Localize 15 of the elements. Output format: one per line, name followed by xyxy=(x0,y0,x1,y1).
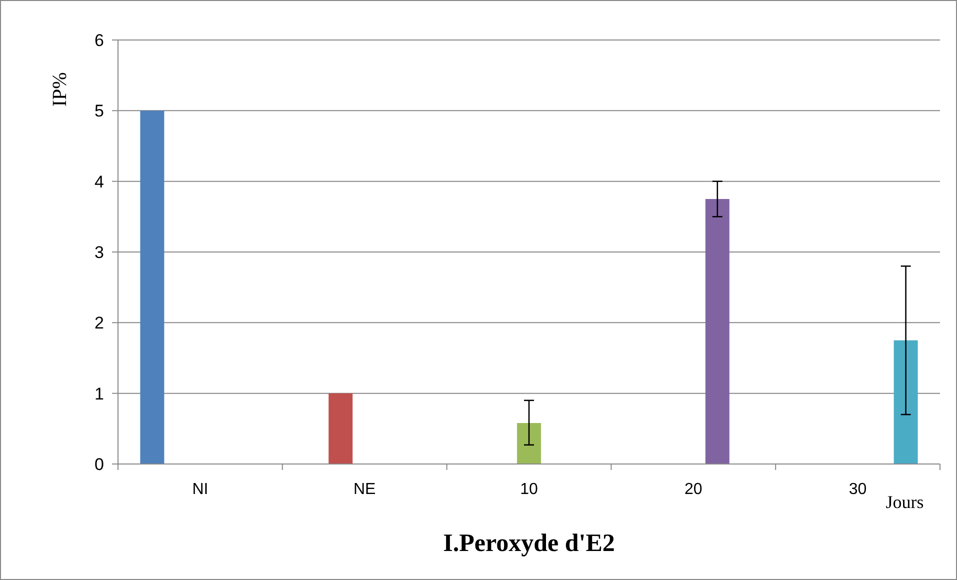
x-tick-label: 20 xyxy=(684,481,702,498)
y-tick-label: 2 xyxy=(94,314,104,333)
y-axis-title: IP% xyxy=(49,72,71,107)
text: Jours xyxy=(886,492,924,512)
y-tick-label: 1 xyxy=(94,384,104,404)
x-tick-label: 10 xyxy=(520,481,538,498)
x-tick-label: NE xyxy=(353,481,376,498)
y-tick-label: 0 xyxy=(94,454,104,474)
y-tick-label: 5 xyxy=(94,102,104,121)
y-tick-label: 4 xyxy=(94,172,104,192)
x-tick-label: NI xyxy=(192,481,208,498)
x-axis-title: I.Peroxyde d'E2 xyxy=(443,530,615,557)
y-tick-label: 6 xyxy=(94,30,104,50)
x-tick-label: 30 xyxy=(848,481,867,498)
y-tick-label: 3 xyxy=(94,242,104,262)
